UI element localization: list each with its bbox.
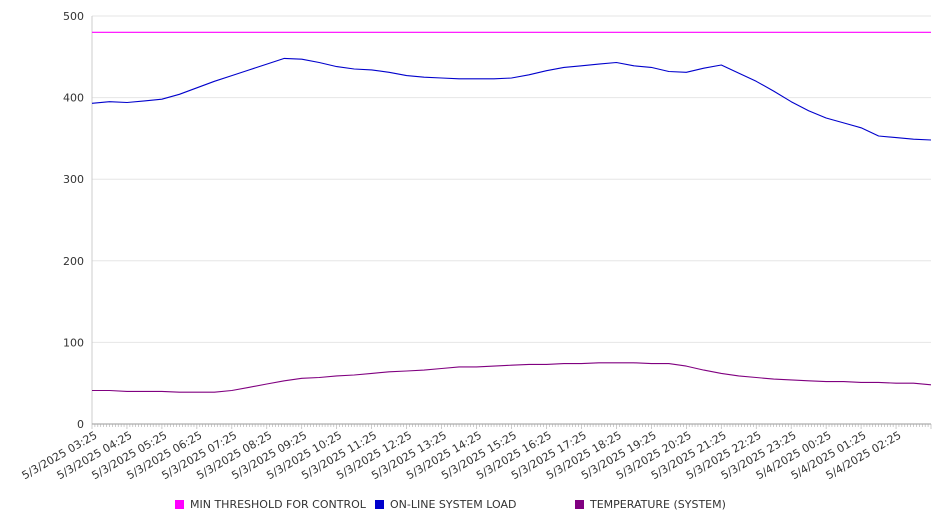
legend-swatch	[375, 500, 384, 509]
legend-item[interactable]: ON-LINE SYSTEM LOAD	[375, 498, 516, 511]
legend-item[interactable]: TEMPERATURE (SYSTEM)	[575, 498, 726, 511]
legend-swatch	[175, 500, 184, 509]
axes	[91, 16, 932, 429]
chart-legend: MIN THRESHOLD FOR CONTROL ON-LINE SYSTEM …	[0, 498, 946, 514]
series-line-2	[92, 362, 932, 393]
legend-label: ON-LINE SYSTEM LOAD	[390, 498, 517, 511]
grid-lines	[92, 15, 931, 343]
y-tick-label: 400	[63, 92, 84, 105]
legend-label: TEMPERATURE (SYSTEM)	[590, 498, 726, 511]
y-tick-labels: 0 100 200 300 400 500	[63, 10, 84, 431]
y-tick-label: 300	[63, 173, 84, 186]
legend-label: MIN THRESHOLD FOR CONTROL	[190, 498, 366, 511]
series-lines	[91, 31, 932, 393]
x-tick-labels: 5/3/2025 03:255/3/2025 04:255/3/2025 05:…	[20, 429, 904, 483]
y-tick-label: 0	[77, 418, 84, 431]
legend-item[interactable]: MIN THRESHOLD FOR CONTROL	[175, 498, 366, 511]
y-tick-label: 200	[63, 255, 84, 268]
y-tick-label: 100	[63, 336, 84, 349]
series-line-1	[91, 57, 932, 141]
legend-swatch	[575, 500, 584, 509]
y-tick-label: 500	[63, 10, 84, 23]
